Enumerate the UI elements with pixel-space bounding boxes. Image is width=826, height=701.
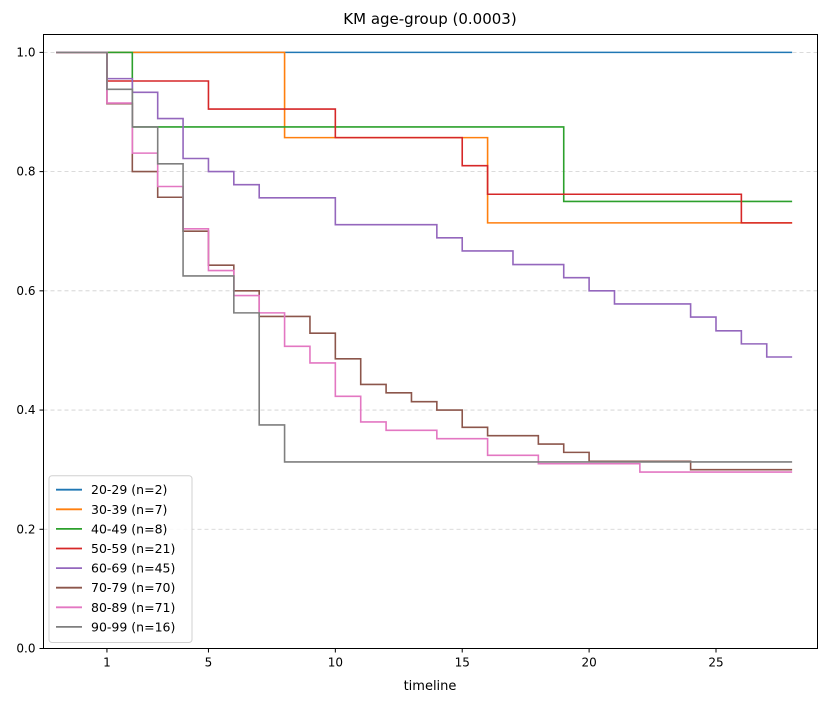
x-tick-label-2: 10 [328,656,343,670]
legend-label-1: 30-39 (n=7) [91,502,167,517]
series-line-40-49 [56,51,793,203]
axes: 1 5 10 15 20 250.00.20.40.60.81.0 [16,45,723,669]
legend-label-7: 90-99 (n=16) [91,619,175,634]
legend-label-3: 50-59 (n=21) [91,541,175,556]
x-axis-label: timeline [404,679,457,694]
legend-box [48,475,193,644]
legend-label-5: 70-79 (n=70) [91,580,175,595]
y-tick-label-0: 0.0 [16,642,35,656]
x-tick-label-0: 1 [103,656,111,670]
y-tick-label-4: 0.8 [16,165,35,179]
chart-title: KM age-group (0.0003) [343,10,516,28]
legend-label-0: 20-29 (n=2) [91,482,167,497]
legend-label-2: 40-49 (n=8) [91,521,167,536]
x-tick-label-1: 5 [205,656,213,670]
series-lines [56,51,793,473]
x-tick-label-5: 25 [708,656,723,670]
series-line-90-99 [56,51,793,463]
y-tick-label-2: 0.4 [16,403,35,417]
x-tick-label-4: 20 [581,656,596,670]
series-line-60-69 [56,51,793,358]
legend-label-6: 80-89 (n=71) [91,600,175,615]
series-line-50-59 [56,51,793,224]
y-tick-label-3: 0.6 [16,284,35,298]
legend: 20-29 (n=2) 30-39 (n=7) 40-49 (n=8) 50-59 (… [48,475,193,644]
series-line-70-79 [56,51,793,471]
plot-frame [43,34,818,649]
x-tick-label-3: 15 [455,656,470,670]
series-line-80-89 [56,51,793,473]
y-tick-label-1: 0.2 [16,522,35,536]
y-tick-label-5: 1.0 [16,45,35,59]
legend-label-4: 60-69 (n=45) [91,561,175,576]
